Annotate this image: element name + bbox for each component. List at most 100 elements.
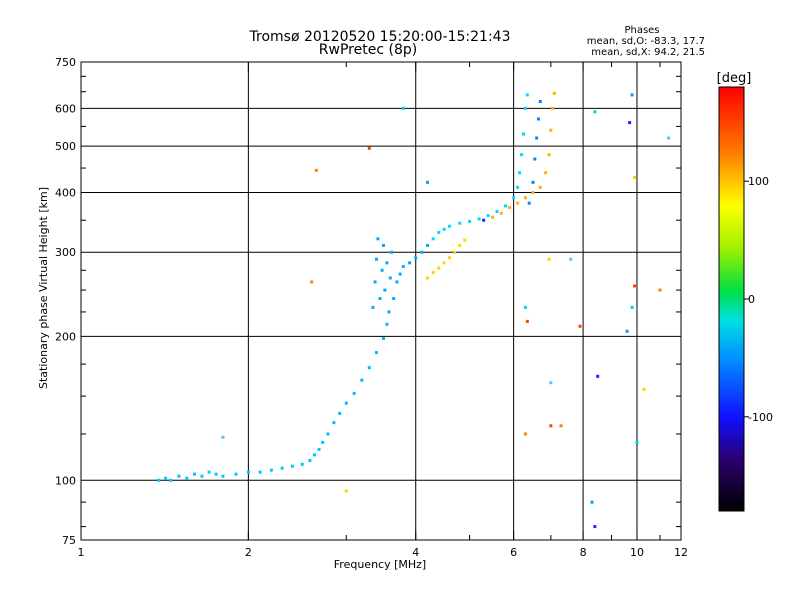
data-point-s3-12 (518, 171, 522, 175)
x-tick-label-2: 4 (412, 546, 419, 559)
data-point-s2-17 (414, 256, 418, 260)
data-point-s0-17 (308, 458, 312, 462)
x-tick-label-0: 1 (78, 546, 85, 559)
data-point-s6-5 (531, 190, 535, 194)
y-axis-label: Stationary phase Virtual Height [km] (37, 187, 50, 389)
x-axis-ticks: 1 2 4 6 8 10 12 (78, 62, 688, 559)
data-point-s2-10 (388, 276, 392, 280)
data-point-s6-6 (538, 185, 542, 189)
data-point-s2-1 (373, 280, 377, 284)
data-point-s3-8 (495, 210, 499, 214)
data-point-s2-3 (376, 237, 380, 241)
data-point-s3-3 (447, 224, 451, 228)
data-point-s2-0 (371, 305, 375, 309)
data-point-s7-7 (310, 280, 314, 284)
data-point-s7-10 (630, 93, 634, 97)
x-tick-label-4: 8 (580, 546, 587, 559)
data-point-s0-0 (157, 478, 161, 482)
data-point-s2-16 (408, 261, 412, 265)
data-point-s7-21 (559, 424, 563, 428)
data-point-s6-9 (549, 128, 553, 132)
data-point-s5-2 (437, 266, 441, 270)
data-point-s7-19 (642, 387, 646, 391)
data-point-s1-8 (381, 336, 385, 340)
data-point-s0-18 (312, 453, 316, 457)
data-point-s5-5 (453, 250, 457, 254)
data-point-s7-8 (578, 324, 582, 328)
data-point-s7-0 (314, 168, 318, 172)
x-tick-label-1: 2 (245, 546, 252, 559)
data-point-s1-0 (326, 432, 330, 436)
data-point-s4-0 (527, 201, 531, 205)
data-point-s7-23 (635, 440, 639, 444)
data-point-s7-28 (523, 432, 527, 436)
data-point-s4-3 (535, 136, 539, 140)
data-point-s3-2 (442, 227, 446, 231)
data-point-s7-11 (628, 121, 632, 125)
data-point-s6-1 (499, 211, 503, 215)
data-point-s1-5 (360, 378, 364, 382)
data-point-s2-15 (401, 265, 405, 269)
data-point-s2-8 (385, 261, 389, 265)
y-tick-label-5: 500 (55, 140, 76, 153)
data-point-s0-10 (234, 472, 238, 476)
data-point-s0-13 (269, 468, 273, 472)
data-point-s7-15 (633, 284, 637, 288)
data-point-s3-5 (468, 219, 472, 223)
data-point-s7-14 (658, 288, 662, 292)
chart-subtitle: RwPretec (8p) (319, 42, 417, 58)
phases-o-line: mean, sd,O: -83.3, 17.7 (587, 36, 705, 47)
phases-x-line: mean, sd,X: 94.2, 21.5 (591, 47, 705, 58)
data-point-s2-4 (378, 297, 382, 301)
data-point-s7-9 (593, 110, 597, 114)
data-point-s2-14 (398, 272, 402, 276)
data-point-s1-2 (338, 411, 342, 415)
plot-frame (80, 61, 682, 541)
x-tick-label-5: 10 (630, 546, 644, 559)
data-point-s4-4 (536, 117, 540, 121)
data-point-s6-4 (523, 196, 527, 200)
data-point-s0-16 (300, 462, 304, 466)
data-point-s0-15 (290, 464, 294, 468)
data-point-s3-6 (477, 217, 481, 221)
colorbar (718, 86, 745, 512)
data-point-s2-2 (374, 257, 378, 261)
data-point-s1-9 (385, 322, 389, 326)
y-tick-label-7: 750 (55, 56, 76, 69)
data-point-s5-6 (458, 243, 462, 247)
data-point-s5-4 (447, 256, 451, 260)
colorbar-tick-label-2: -100 (748, 411, 773, 424)
colorbar-label: [deg] (717, 71, 752, 86)
data-point-s2-18 (420, 250, 424, 254)
x-axis-label: Frequency [MHz] (334, 558, 426, 571)
data-point-s7-3 (426, 180, 430, 184)
data-point-s0-1 (164, 476, 168, 480)
data-point-s6-2 (508, 206, 512, 210)
data-point-s7-18 (596, 374, 600, 378)
data-point-s0-11 (246, 470, 250, 474)
data-point-s2-13 (395, 280, 399, 284)
data-point-s3-9 (503, 204, 507, 208)
y-axis-ticks: 75 100 200 300 400 500 600 750 (55, 56, 681, 547)
data-point-s6-11 (552, 91, 556, 95)
data-point-s0-4 (185, 476, 189, 480)
data-point-s7-5 (547, 257, 551, 261)
data-point-s0-7 (207, 470, 211, 474)
data-point-s6-0 (491, 215, 495, 219)
data-point-s1-1 (332, 421, 336, 425)
data-point-s0-5 (192, 472, 196, 476)
data-point-s1-7 (374, 351, 378, 355)
data-point-s3-13 (520, 153, 524, 157)
data-point-s2-19 (426, 243, 430, 247)
data-points (157, 91, 671, 529)
data-point-s7-24 (590, 500, 594, 504)
data-point-s0-8 (214, 472, 218, 476)
data-point-s6-3 (516, 201, 520, 205)
data-point-s1-6 (367, 366, 371, 370)
data-point-s0-3 (177, 474, 181, 478)
data-point-s2-12 (392, 297, 396, 301)
data-point-s7-22 (549, 424, 553, 428)
data-point-s4-5 (538, 100, 542, 104)
data-point-s3-1 (437, 230, 441, 234)
